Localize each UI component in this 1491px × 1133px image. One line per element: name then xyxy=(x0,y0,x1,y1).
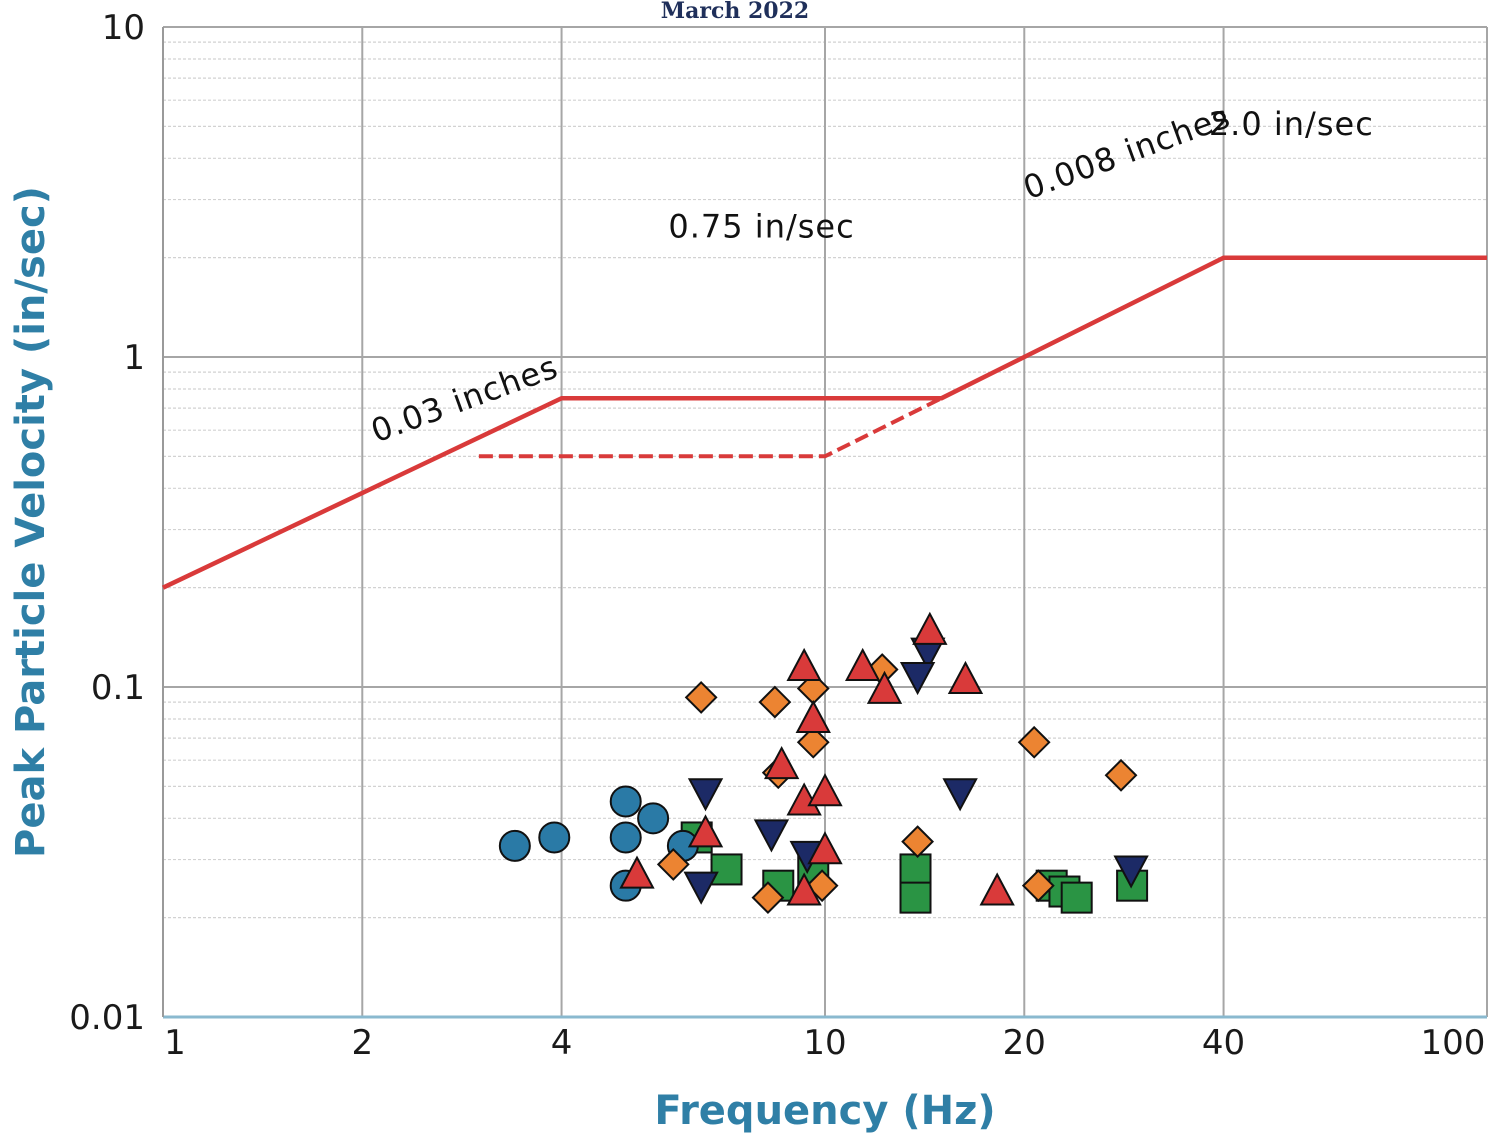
triangle-down-marker xyxy=(687,778,724,812)
limit-annotation: 2.0 in/sec xyxy=(1209,105,1374,143)
triangle-up-marker xyxy=(807,831,843,865)
data-markers xyxy=(498,611,1149,915)
x-axis-title: Frequency (Hz) xyxy=(654,1088,995,1133)
triangle-up-marker xyxy=(619,855,655,889)
circle-marker xyxy=(498,829,531,862)
triangle-up-marker xyxy=(979,872,1015,906)
limit-line-dashed xyxy=(478,396,943,459)
triangle-up-marker xyxy=(795,699,831,733)
limit-annotation: 0.008 inches xyxy=(1018,97,1235,207)
x-tick-label: 10 xyxy=(803,1023,846,1063)
x-tick-label: 20 xyxy=(1003,1023,1046,1063)
square-marker xyxy=(899,853,932,886)
y-axis-title: Peak Particle Velocity (in/sec) xyxy=(8,186,54,858)
triangle-up-marker xyxy=(786,872,822,906)
square-marker xyxy=(1060,881,1093,914)
x-tick-label: 1 xyxy=(164,1023,186,1063)
chart-title: March 2022 xyxy=(661,0,809,24)
y-tick-label: 0.01 xyxy=(69,998,145,1038)
triangle-up-marker xyxy=(763,745,800,780)
diamond-marker xyxy=(751,881,785,915)
diamond-marker xyxy=(796,725,830,759)
limit-annotation: 0.03 inches xyxy=(366,348,563,451)
circle-marker xyxy=(609,821,642,854)
tick-labels: 1 2 4 10 20 40 100 10 1 0.1 0.01 xyxy=(69,8,1485,1063)
limit-line-solid xyxy=(162,255,1487,590)
triangle-down-marker xyxy=(942,778,978,812)
triangle-up-marker xyxy=(807,773,843,807)
triangle-up-marker xyxy=(947,660,984,695)
square-marker xyxy=(710,853,743,886)
x-tick-label: 2 xyxy=(351,1023,373,1063)
triangle-down-marker xyxy=(1113,855,1149,889)
y-tick-label: 10 xyxy=(102,8,145,48)
limit-annotation: 0.75 in/sec xyxy=(668,208,854,246)
diamond-marker xyxy=(1021,869,1055,903)
triangle-up-marker xyxy=(866,670,903,704)
triangle-up-marker xyxy=(786,647,822,681)
diamond-marker xyxy=(758,685,792,719)
diamond-marker xyxy=(1104,758,1138,792)
triangle-down-marker xyxy=(683,871,719,905)
triangle-up-marker xyxy=(912,611,948,645)
x-tick-label: 100 xyxy=(1421,1023,1486,1063)
square-marker xyxy=(899,881,932,914)
triangle-down-marker xyxy=(753,819,790,853)
triangle-down-marker xyxy=(899,661,936,696)
limit-curve xyxy=(162,255,1487,590)
triangle-up-marker xyxy=(845,647,881,681)
axes xyxy=(162,27,1487,1019)
y-tick-label: 0.1 xyxy=(91,668,145,708)
x-tick-label: 4 xyxy=(551,1023,573,1063)
diamond-marker xyxy=(684,680,718,714)
diamond-marker xyxy=(656,847,690,881)
circle-marker xyxy=(637,802,670,835)
triangle-up-marker xyxy=(687,814,724,848)
x-tick-label: 40 xyxy=(1202,1023,1245,1063)
circle-marker xyxy=(609,785,642,818)
circle-marker xyxy=(538,821,571,854)
diamond-marker xyxy=(901,825,935,859)
y-tick-label: 1 xyxy=(123,338,145,378)
diamond-marker xyxy=(1017,725,1051,759)
